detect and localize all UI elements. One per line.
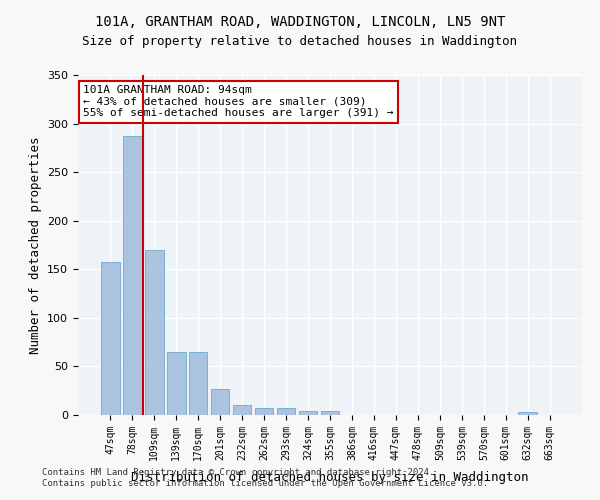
Bar xyxy=(123,136,142,415)
Text: 101A GRANTHAM ROAD: 94sqm
← 43% of detached houses are smaller (309)
55% of semi: 101A GRANTHAM ROAD: 94sqm ← 43% of detac… xyxy=(83,85,394,118)
Bar xyxy=(211,389,229,415)
Text: Contains HM Land Registry data © Crown copyright and database right 2024.
Contai: Contains HM Land Registry data © Crown c… xyxy=(42,468,488,487)
Bar xyxy=(320,411,340,415)
Bar xyxy=(101,262,119,415)
Text: Size of property relative to detached houses in Waddington: Size of property relative to detached ho… xyxy=(83,35,517,48)
Bar xyxy=(255,408,274,415)
Bar xyxy=(189,352,208,415)
Bar xyxy=(299,411,317,415)
Bar xyxy=(145,250,164,415)
Text: 101A, GRANTHAM ROAD, WADDINGTON, LINCOLN, LN5 9NT: 101A, GRANTHAM ROAD, WADDINGTON, LINCOLN… xyxy=(95,15,505,29)
Bar xyxy=(277,408,295,415)
X-axis label: Distribution of detached houses by size in Waddington: Distribution of detached houses by size … xyxy=(131,471,529,484)
Bar xyxy=(518,412,537,415)
Bar xyxy=(167,352,185,415)
Y-axis label: Number of detached properties: Number of detached properties xyxy=(29,136,41,354)
Bar xyxy=(233,406,251,415)
